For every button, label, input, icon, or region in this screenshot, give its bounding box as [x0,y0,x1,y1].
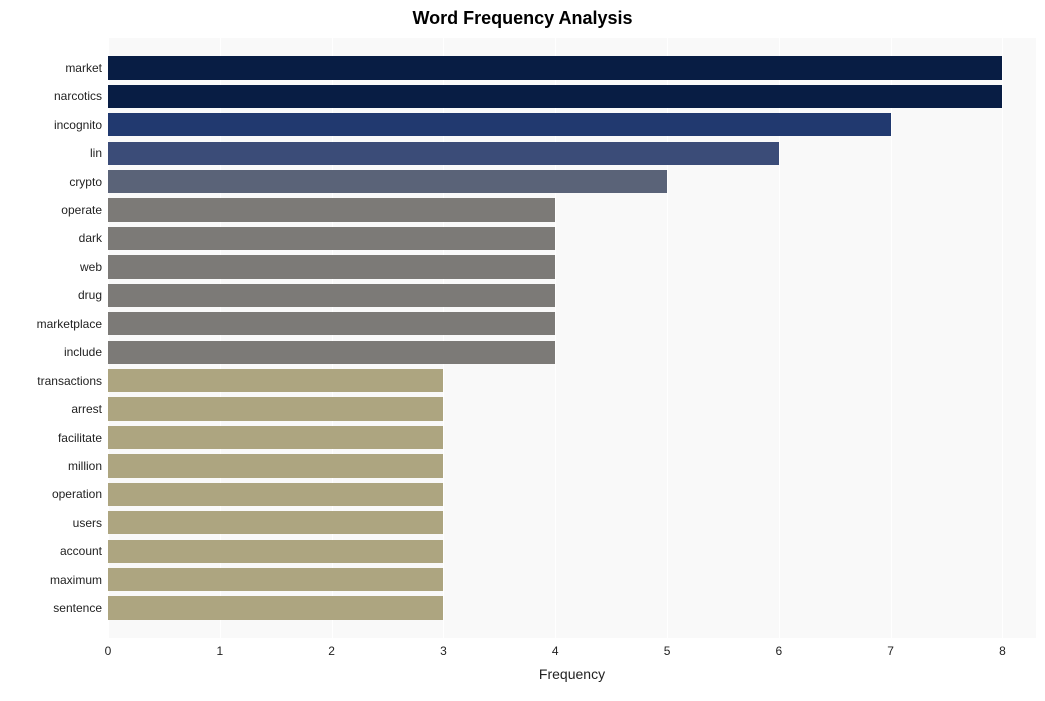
bar [108,113,891,136]
y-tick: narcotics [54,89,108,103]
y-tick: web [80,260,108,274]
y-tick: maximum [50,573,108,587]
x-tick: 4 [552,638,559,658]
y-tick: marketplace [37,317,108,331]
x-tick: 5 [664,638,671,658]
y-tick: million [68,459,108,473]
x-tick: 8 [999,638,1006,658]
x-tick: 0 [105,638,112,658]
bar [108,568,443,591]
chart-title: Word Frequency Analysis [0,8,1045,29]
y-tick: incognito [54,118,108,132]
gridline [891,38,892,638]
gridline [1002,38,1003,638]
bar [108,198,555,221]
bar [108,369,443,392]
y-tick: account [60,544,108,558]
y-tick: drug [78,288,108,302]
x-tick: 3 [440,638,447,658]
y-tick: operation [52,487,108,501]
bar [108,56,1002,79]
bar [108,596,443,619]
bar [108,483,443,506]
bar [108,426,443,449]
y-tick: dark [79,231,108,245]
bar [108,341,555,364]
bar [108,85,1002,108]
bar [108,255,555,278]
x-axis-label: Frequency [108,666,1036,682]
y-tick: lin [90,146,108,160]
x-tick: 2 [328,638,335,658]
y-tick: crypto [69,175,108,189]
bar [108,170,667,193]
plot-area: 012345678marketnarcoticsincognitolincryp… [108,38,1036,638]
y-tick: market [65,61,108,75]
y-tick: facilitate [58,431,108,445]
bar [108,454,443,477]
y-tick: users [73,516,108,530]
x-tick: 7 [887,638,894,658]
y-tick: operate [61,203,108,217]
y-tick: include [64,345,108,359]
bar [108,397,443,420]
x-tick: 6 [775,638,782,658]
chart-container: Word Frequency Analysis 012345678marketn… [0,0,1045,701]
bar [108,511,443,534]
bar [108,540,443,563]
bar [108,227,555,250]
x-tick: 1 [216,638,223,658]
y-tick: arrest [71,402,108,416]
y-tick: transactions [37,374,108,388]
bar [108,142,779,165]
bar [108,312,555,335]
bar [108,284,555,307]
y-tick: sentence [53,601,108,615]
